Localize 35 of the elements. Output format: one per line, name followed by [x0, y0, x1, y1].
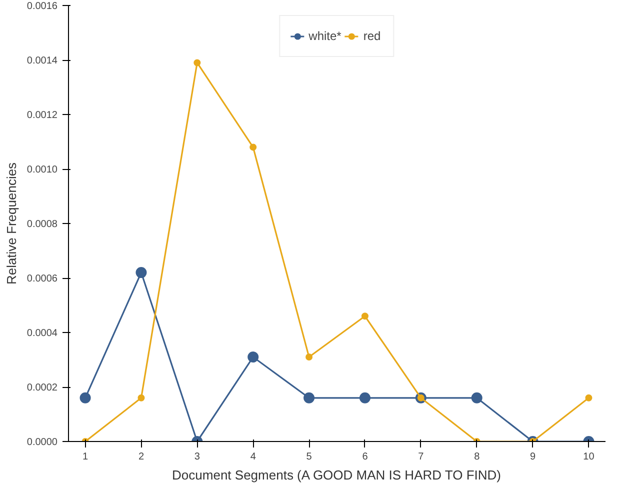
legend-label: red	[363, 29, 382, 43]
y-axis-title: Relative Frequencies	[4, 162, 19, 285]
point	[250, 144, 257, 151]
x-axis-title: Document Segments (A GOOD MAN IS HARD TO FIND)	[172, 468, 501, 482]
point	[248, 352, 259, 363]
y-tick-label: 0.0012	[26, 110, 58, 121]
y-tick-label: 0.0006	[26, 274, 58, 284]
x-tick-label: 7	[418, 452, 424, 462]
x-tick-label: 9	[530, 452, 536, 462]
x-tick-label: 5	[306, 452, 312, 462]
point	[194, 59, 201, 66]
x-tick-label: 10	[583, 452, 595, 462]
point	[304, 392, 315, 404]
point	[136, 267, 147, 278]
y-tick-label: 0.0008	[26, 219, 58, 230]
point	[138, 394, 145, 402]
x-tick-label: 1	[82, 452, 88, 462]
y-tick-label: 0.0014	[26, 56, 58, 66]
point	[471, 392, 482, 404]
x-tick-label: 3	[194, 452, 200, 462]
y-tick-label: 0.0016	[26, 1, 58, 12]
point	[306, 354, 313, 361]
y-tick-label: 0.0002	[26, 382, 58, 394]
x-tick-label: 2	[138, 452, 144, 462]
y-tick-label: 0.0010	[26, 164, 58, 176]
point	[80, 392, 91, 404]
x-tick-label: 8	[474, 452, 480, 462]
legend-label: white*	[308, 29, 342, 43]
y-tick-label: 0.0000	[26, 437, 58, 448]
point	[585, 394, 592, 402]
point	[359, 392, 370, 404]
y-tick-label: 0.0004	[26, 328, 58, 339]
point	[361, 312, 368, 320]
x-tick-label: 6	[362, 452, 368, 462]
x-tick-label: 4	[250, 452, 256, 462]
